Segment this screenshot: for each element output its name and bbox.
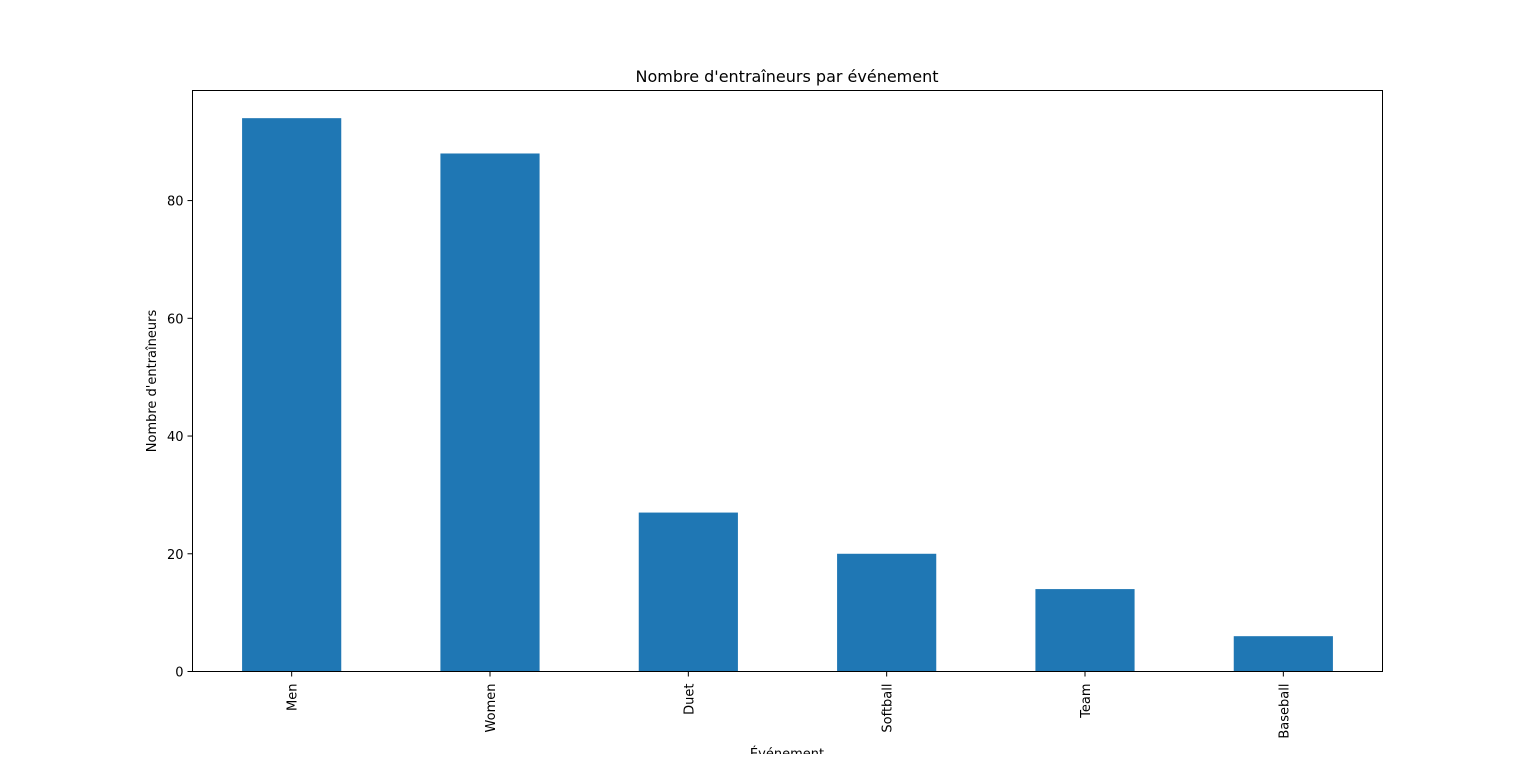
chart-title: Nombre d'entraîneurs par événement xyxy=(635,67,938,86)
x-tick-label: Softball xyxy=(881,684,896,733)
x-axis-label: Événement xyxy=(750,746,824,754)
y-axis-label: Nombre d'entraîneurs xyxy=(145,310,160,453)
bar-men xyxy=(242,118,342,672)
x-tick-label: Team xyxy=(1079,684,1094,719)
ticks-layer: Men Women Duet Softball Team Baseball 0 20 40 60 8… xyxy=(167,195,1292,739)
bars-layer xyxy=(242,118,1333,672)
x-tick-label: Baseball xyxy=(1277,684,1292,739)
bar-softball xyxy=(837,553,937,672)
x-tick-label: Duet xyxy=(682,684,697,715)
y-tick-label: 40 xyxy=(167,430,184,445)
bar-baseball xyxy=(1233,636,1333,672)
y-tick-label: 0 xyxy=(175,666,183,681)
y-tick-label: 20 xyxy=(167,548,184,563)
x-tick-label: Women xyxy=(484,684,499,733)
x-tick-label: Men xyxy=(286,684,301,711)
y-tick-label: 80 xyxy=(167,195,184,210)
y-tick-label: 60 xyxy=(167,312,184,327)
plot-area-frame xyxy=(192,90,1383,672)
bar-duet xyxy=(638,512,738,672)
bar-women xyxy=(440,153,540,672)
bar-team xyxy=(1035,589,1135,672)
